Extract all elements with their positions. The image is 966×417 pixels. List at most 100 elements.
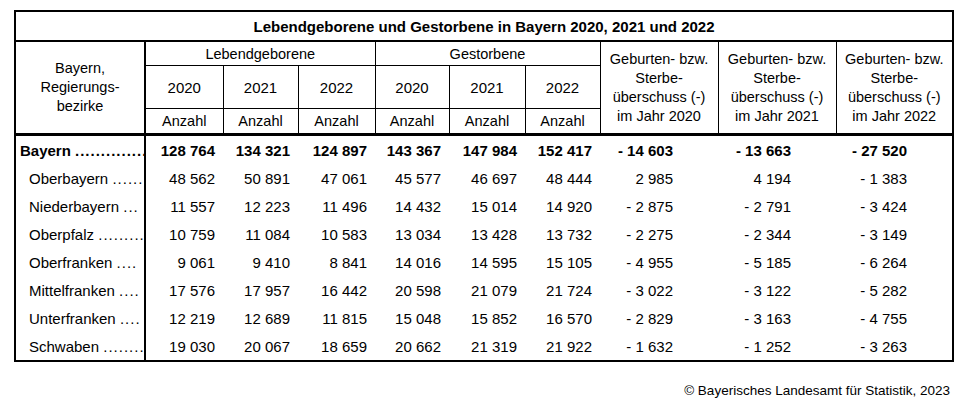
value-cell: 9 061 xyxy=(145,248,223,276)
value-cell: 46 697 xyxy=(449,164,525,192)
region-name: Oberbayern xyxy=(29,170,108,187)
value-cell: 12 219 xyxy=(145,304,223,332)
region-name: Oberfranken xyxy=(29,254,112,271)
value-cell: 19 030 xyxy=(145,332,223,361)
value-cell: 9 410 xyxy=(223,248,298,276)
table-row-oberpfalz: Oberpfalz ......... 10 759 11 084 10 583… xyxy=(15,220,953,248)
group-header-gestorbene: Gestorbene xyxy=(375,41,600,66)
table-row-niederbayern: Niederbayern ... 11 557 12 223 11 496 14… xyxy=(15,192,953,220)
value-cell: 15 048 xyxy=(375,304,449,332)
value-cell: - 4 955 xyxy=(600,248,718,276)
value-cell: - 3 022 xyxy=(600,276,718,304)
value-cell: 14 920 xyxy=(525,192,600,220)
statistics-table: Lebendgeborene und Gestorbene in Bayern … xyxy=(14,10,954,362)
surplus-header-2020: Geburten- bzw. Sterbe- überschuss (-) im… xyxy=(600,41,718,135)
value-cell: 12 689 xyxy=(223,304,298,332)
value-cell: - 13 663 xyxy=(718,135,836,165)
value-cell: 4 194 xyxy=(718,164,836,192)
value-cell: - 2 875 xyxy=(600,192,718,220)
row-label: Bayern .............. xyxy=(15,135,145,165)
value-cell: 18 659 xyxy=(298,332,375,361)
value-cell: 124 897 xyxy=(298,135,375,165)
region-name: Unterfranken xyxy=(29,310,116,327)
value-cell: 17 576 xyxy=(145,276,223,304)
value-cell: 12 223 xyxy=(223,192,298,220)
region-name: Oberpfalz xyxy=(29,226,94,243)
value-cell: 16 442 xyxy=(298,276,375,304)
value-cell: 13 428 xyxy=(449,220,525,248)
table-row-mittelfranken: Mittelfranken .... 17 576 17 957 16 442 … xyxy=(15,276,953,304)
value-cell: 11 084 xyxy=(223,220,298,248)
value-cell: - 4 755 xyxy=(836,304,953,332)
row-label: Niederbayern ... xyxy=(15,192,145,220)
value-cell: 48 444 xyxy=(525,164,600,192)
value-cell: 20 662 xyxy=(375,332,449,361)
value-cell: - 3 149 xyxy=(836,220,953,248)
unit-header: Anzahl xyxy=(223,109,298,135)
value-cell: - 3 263 xyxy=(836,332,953,361)
value-cell: 10 583 xyxy=(298,220,375,248)
dot-leader: .... xyxy=(117,254,138,271)
value-cell: 128 764 xyxy=(145,135,223,165)
unit-header: Anzahl xyxy=(375,109,449,135)
value-cell: 21 724 xyxy=(525,276,600,304)
dot-leader: ........ xyxy=(103,338,144,355)
year-header: 2022 xyxy=(298,66,375,109)
value-cell: 21 319 xyxy=(449,332,525,361)
value-cell: - 2 829 xyxy=(600,304,718,332)
value-cell: 147 984 xyxy=(449,135,525,165)
value-cell: 20 598 xyxy=(375,276,449,304)
value-cell: 11 496 xyxy=(298,192,375,220)
header-group-row: Bayern, Regierungs- bezirke Lebendgebore… xyxy=(15,41,953,66)
value-cell: 20 067 xyxy=(223,332,298,361)
value-cell: - 6 264 xyxy=(836,248,953,276)
value-cell: 45 577 xyxy=(375,164,449,192)
value-cell: - 3 163 xyxy=(718,304,836,332)
value-cell: 10 759 xyxy=(145,220,223,248)
value-cell: 134 321 xyxy=(223,135,298,165)
title-row: Lebendgeborene und Gestorbene in Bayern … xyxy=(15,11,953,41)
value-cell: 16 570 xyxy=(525,304,600,332)
value-cell: - 1 383 xyxy=(836,164,953,192)
value-cell: 15 014 xyxy=(449,192,525,220)
dot-leader: ......... xyxy=(98,226,145,243)
surplus-header-2022: Geburten- bzw. Sterbe- überschuss (-) im… xyxy=(836,41,953,135)
table-row-unterfranken: Unterfranken .... 12 219 12 689 11 815 1… xyxy=(15,304,953,332)
value-cell: 8 841 xyxy=(298,248,375,276)
unit-header: Anzahl xyxy=(145,109,223,135)
year-header: 2020 xyxy=(145,66,223,109)
value-cell: - 3 424 xyxy=(836,192,953,220)
year-header: 2022 xyxy=(525,66,600,109)
value-cell: - 3 122 xyxy=(718,276,836,304)
value-cell: - 5 282 xyxy=(836,276,953,304)
row-label: Oberpfalz ......... xyxy=(15,220,145,248)
value-cell: - 5 185 xyxy=(718,248,836,276)
value-cell: - 27 520 xyxy=(836,135,953,165)
region-name: Niederbayern xyxy=(29,198,119,215)
row-label: Mittelfranken .... xyxy=(15,276,145,304)
region-name: Bayern xyxy=(20,142,71,159)
value-cell: 21 922 xyxy=(525,332,600,361)
dot-leader: .... xyxy=(119,282,140,299)
value-cell: 11 815 xyxy=(298,304,375,332)
value-cell: - 2 791 xyxy=(718,192,836,220)
value-cell: 152 417 xyxy=(525,135,600,165)
value-cell: 15 105 xyxy=(525,248,600,276)
surplus-header-2021: Geburten- bzw. Sterbe- überschuss (-) im… xyxy=(718,41,836,135)
value-cell: 13 034 xyxy=(375,220,449,248)
dot-leader: ...... xyxy=(112,170,143,187)
value-cell: 21 079 xyxy=(449,276,525,304)
unit-header: Anzahl xyxy=(525,109,600,135)
copyright-text: © Bayerisches Landesamt für Statistik, 2… xyxy=(684,383,950,398)
table-row-bayern: Bayern .............. 128 764 134 321 12… xyxy=(15,135,953,165)
table-row-oberbayern: Oberbayern ...... 48 562 50 891 47 061 4… xyxy=(15,164,953,192)
value-cell: 14 432 xyxy=(375,192,449,220)
value-cell: - 2 275 xyxy=(600,220,718,248)
value-cell: 48 562 xyxy=(145,164,223,192)
value-cell: - 1 632 xyxy=(600,332,718,361)
value-cell: - 1 252 xyxy=(718,332,836,361)
value-cell: 11 557 xyxy=(145,192,223,220)
row-label: Unterfranken .... xyxy=(15,304,145,332)
region-name: Mittelfranken xyxy=(29,282,115,299)
value-cell: - 2 344 xyxy=(718,220,836,248)
